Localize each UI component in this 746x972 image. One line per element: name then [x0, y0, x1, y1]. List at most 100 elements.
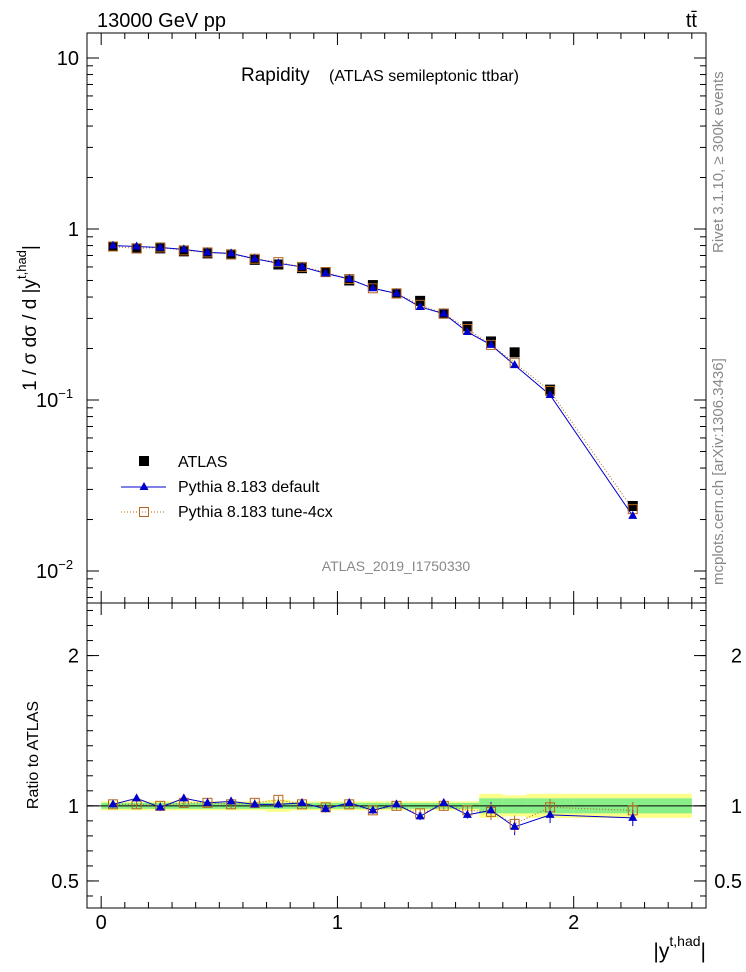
- default-point: [344, 274, 354, 283]
- y-axis-label-close: |: [20, 245, 41, 250]
- svg-text:Ratio to ATLAS: Ratio to ATLAS: [25, 701, 42, 809]
- default-point: [415, 301, 425, 310]
- y-tick-label: 10−1: [36, 386, 73, 412]
- ratio-default-point: [179, 793, 189, 802]
- y-tick-label-exp: −2: [58, 557, 73, 572]
- atlas-point: [545, 384, 556, 395]
- default-point: [297, 261, 307, 270]
- default-point: [510, 360, 520, 369]
- side-labels: mcplots.cern.ch [arXiv:1306.3436] Rivet …: [710, 71, 727, 585]
- ratio-default-point: [392, 799, 401, 808]
- svg-text:1 / σ dσ / d |yt,had|: 1 / σ dσ / d |yt,had|: [14, 245, 41, 391]
- x-tick-label: 0: [96, 912, 107, 934]
- legend-marker-atlas: [139, 456, 149, 466]
- x-axis-label: |yt,had|: [653, 933, 706, 963]
- atlas-point: [509, 347, 520, 358]
- ratio-default-point: [250, 799, 260, 808]
- ratio-tick-label: 0.5: [51, 871, 79, 893]
- default-point: [226, 248, 236, 257]
- legend-item-atlas: ATLAS: [139, 454, 228, 471]
- default-point: [179, 244, 189, 253]
- ratio-tick-label-right: 0.5: [714, 871, 742, 893]
- axis-ticks: [87, 33, 706, 908]
- legend-label-default: Pythia 8.183 default: [178, 479, 320, 496]
- legend-item-default: Pythia 8.183 default: [121, 479, 320, 496]
- source-label: mcplots.cern.ch [arXiv:1306.3436]: [710, 358, 727, 585]
- legend-item-tune: Pythia 8.183 tune-4cx: [121, 504, 333, 521]
- chart-title: Rapidity: [241, 65, 310, 86]
- x-axis-label-sup: t,had: [669, 933, 700, 949]
- default-point: [202, 247, 212, 256]
- y-axis-label-main: 1 / σ dσ / d |y: [20, 279, 41, 391]
- y-tick-label: 10: [57, 48, 79, 70]
- default-point: [486, 339, 496, 348]
- ratio-default-point: [108, 799, 118, 808]
- energy-label: 13000 GeV pp: [97, 10, 226, 32]
- x-axis-label-close: |: [701, 940, 706, 963]
- ratio-default-point: [462, 809, 472, 818]
- ratio-default-point: [297, 797, 307, 806]
- ratio-default-point: [344, 797, 354, 806]
- y-tick-label: 10−2: [36, 557, 73, 583]
- x-axis-label-main: |y: [653, 940, 669, 963]
- atlas-point: [462, 321, 473, 332]
- ratio-default-point: [628, 812, 638, 821]
- legend: ATLAS Pythia 8.183 default Pythia 8.183 …: [121, 454, 333, 521]
- default-point: [628, 510, 638, 519]
- ratio-default-point: [415, 811, 425, 820]
- ratio-axis-label: Ratio to ATLAS: [25, 701, 42, 809]
- default-point: [108, 240, 118, 249]
- rivet-label: Rivet 3.1.10, ≥ 300k events: [710, 71, 727, 253]
- y-tick-label-base: 1: [68, 219, 79, 241]
- x-tick-label: 2: [568, 912, 579, 934]
- chart-subtitle: (ATLAS semileptonic ttbar): [329, 68, 519, 85]
- legend-label-tune: Pythia 8.183 tune-4cx: [178, 504, 333, 521]
- ratio-default-point: [273, 799, 283, 808]
- analysis-id: ATLAS_2019_I1750330: [322, 558, 471, 574]
- ratio-default-line: [112, 797, 633, 828]
- tune-point: [320, 267, 331, 278]
- main-series: [107, 240, 638, 519]
- default-point: [250, 253, 260, 262]
- ratio-default-point: [368, 805, 378, 814]
- tune-point: [273, 257, 284, 268]
- ratio-default-point: [439, 797, 449, 806]
- default-point: [132, 241, 142, 250]
- ratio-default-point: [155, 802, 165, 811]
- ratio-plot-frame: [86, 602, 707, 909]
- ratio-default-point: [202, 797, 212, 806]
- ratio-tick-label: 2: [68, 646, 79, 668]
- ratio-series: [107, 793, 638, 836]
- y-axis-label: 1 / σ dσ / d |yt,had|: [14, 245, 41, 391]
- y-tick-label-exp: −1: [58, 386, 73, 401]
- ratio-default-point: [226, 796, 236, 805]
- default-point: [439, 308, 449, 317]
- legend-marker-default: [139, 482, 149, 490]
- ratio-tick-label-right: 2: [731, 646, 742, 668]
- default-point: [392, 288, 401, 297]
- ratio-tick-label-right: 1: [731, 796, 742, 818]
- y-tick-label-base: 10: [36, 561, 58, 583]
- y-tick-label-base: 10: [57, 48, 79, 70]
- legend-marker-tune: [139, 507, 149, 517]
- ratio-default-point: [545, 809, 555, 818]
- default-point: [321, 268, 331, 277]
- legend-label-atlas: ATLAS: [178, 454, 228, 471]
- ratio-default-point: [510, 821, 520, 830]
- y-tick-label-base: 10: [36, 390, 58, 412]
- default-point: [368, 283, 378, 292]
- ratio-default-point: [132, 793, 142, 802]
- y-tick-label: 1: [68, 219, 79, 241]
- default-point: [155, 242, 165, 251]
- default-point: [273, 258, 283, 267]
- process-label: tt̄: [686, 10, 698, 32]
- default-point: [545, 389, 555, 398]
- ratio-default-point: [486, 805, 496, 814]
- atlas-point: [627, 500, 638, 511]
- default-point: [462, 326, 472, 335]
- y-axis-label-sup: t,had: [14, 250, 29, 279]
- x-tick-label: 1: [332, 912, 343, 934]
- ratio-default-point: [321, 803, 331, 812]
